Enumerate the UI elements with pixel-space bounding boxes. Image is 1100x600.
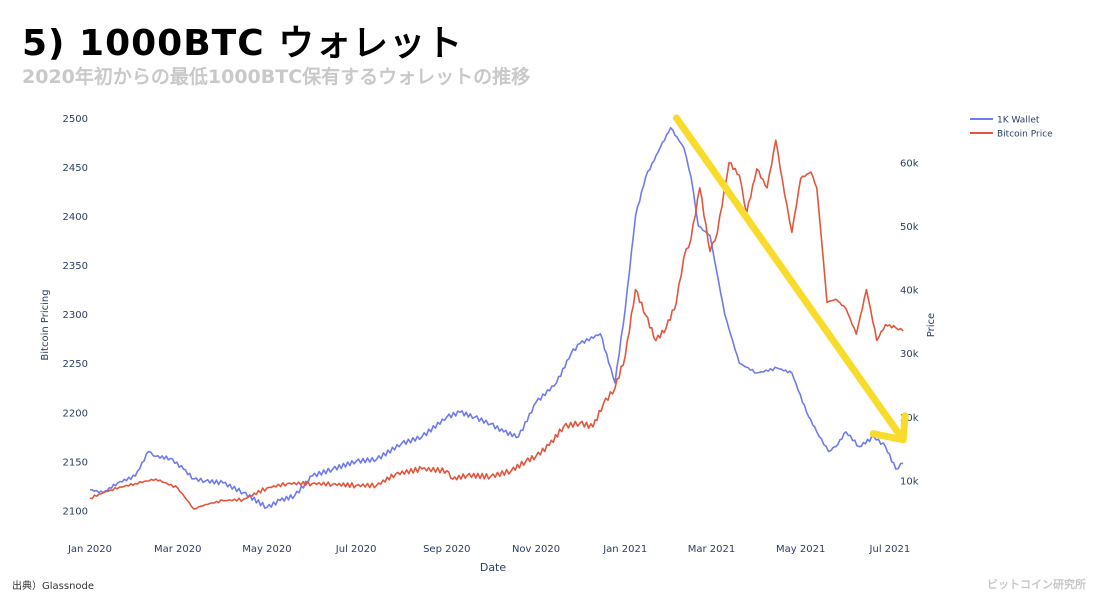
credit-watermark: ビットコイン研究所 — [987, 578, 1086, 591]
left-tick-label: 2400 — [63, 212, 88, 223]
x-tick-label: Nov 2020 — [512, 544, 560, 555]
left-tick-label: 2150 — [63, 457, 88, 468]
right-y-axis: 10k 20k 30k 40k 50k 60k — [900, 158, 919, 487]
trend-arrow-head — [869, 412, 909, 444]
left-y-axis: 2100 2150 2200 2250 2300 2350 2400 2450 2500 — [63, 114, 88, 517]
trend-arrow — [672, 114, 909, 444]
x-tick-label: Jul 2020 — [335, 544, 377, 555]
legend-label: Bitcoin Price — [997, 130, 1053, 140]
legend-label: 1K Wallet — [997, 116, 1040, 126]
x-axis-title: Date — [480, 561, 507, 574]
slide-subtitle: 2020年初からの最低1000BTC保有するウォレットの推移 — [22, 66, 531, 88]
wallet-series-line — [89, 127, 904, 509]
x-tick-label: Jan 2020 — [67, 544, 112, 555]
series-layer — [89, 127, 904, 510]
x-tick-label: Mar 2020 — [154, 544, 202, 555]
x-tick-label: Sep 2020 — [423, 544, 470, 555]
right-tick-label: 60k — [900, 158, 919, 169]
trend-arrow-shaft — [672, 114, 907, 444]
x-axis: Jan 2020 Mar 2020 May 2020 Jul 2020 Sep 2020… — [67, 544, 910, 555]
right-tick-label: 30k — [900, 349, 919, 360]
source-note: 出典）Glassnode — [12, 581, 95, 592]
left-tick-label: 2350 — [63, 261, 88, 272]
right-tick-label: 20k — [900, 413, 919, 424]
x-tick-label: May 2020 — [242, 544, 291, 555]
x-tick-label: Jan 2021 — [602, 544, 647, 555]
right-tick-label: 50k — [900, 222, 919, 233]
legend-item[interactable]: 1K Wallet — [970, 116, 1040, 126]
left-tick-label: 2450 — [63, 163, 88, 174]
x-tick-label: Jul 2021 — [869, 544, 911, 555]
left-y-axis-title: Bitcoin Pricing — [40, 289, 51, 360]
legend-item[interactable]: Bitcoin Price — [970, 130, 1053, 140]
left-tick-label: 2500 — [63, 114, 88, 125]
right-tick-label: 10k — [900, 476, 919, 487]
left-tick-label: 2100 — [63, 506, 88, 517]
left-tick-label: 2250 — [63, 359, 88, 370]
left-tick-label: 2300 — [63, 310, 88, 321]
left-tick-label: 2200 — [63, 408, 88, 419]
x-tick-label: May 2021 — [776, 544, 825, 555]
chart-legend[interactable]: 1K Wallet Bitcoin Price — [970, 116, 1053, 140]
price-series-line — [89, 139, 904, 510]
right-tick-label: 40k — [900, 286, 919, 297]
slide-title: 5) 1000BTC ウォレット — [22, 23, 464, 64]
right-y-axis-title: Price — [926, 313, 937, 337]
x-tick-label: Mar 2021 — [688, 544, 736, 555]
